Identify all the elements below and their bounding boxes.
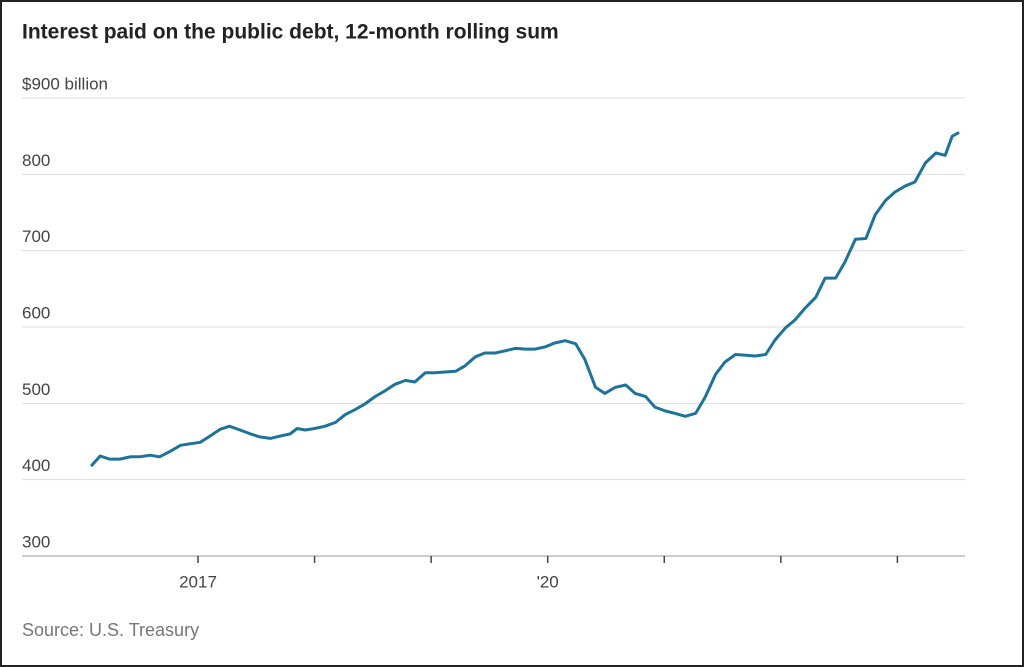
y-tick-label: 800 [22,151,50,170]
y-tick-label: 400 [22,456,50,475]
y-tick-label: 500 [22,380,50,399]
x-tick-label: 2017 [179,572,217,591]
y-tick-label: 300 [22,532,50,551]
data-line [90,131,960,467]
y-tick-label: 700 [22,227,50,246]
y-tick-label: 600 [22,303,50,322]
y-tick-label: $900 billion [22,74,108,93]
chart-title: Interest paid on the public debt, 12-mon… [22,21,559,44]
source: Source: U.S. Treasury [22,620,199,640]
x-tick-label: '20 [537,572,559,591]
